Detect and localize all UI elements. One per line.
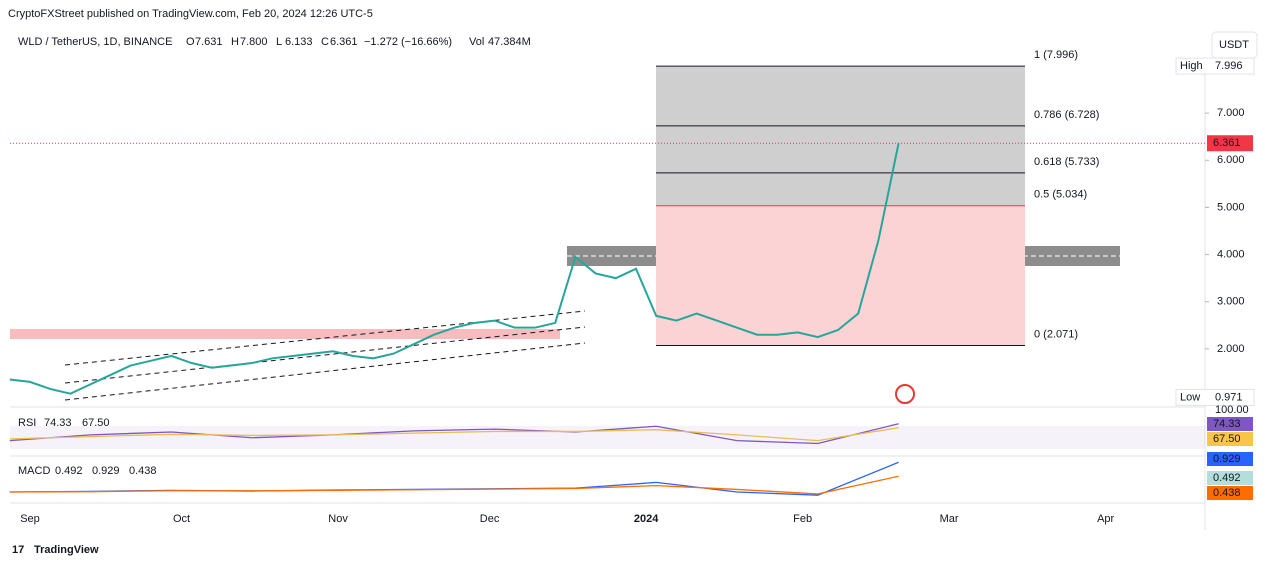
macd-label: 0.438 bbox=[1213, 487, 1241, 499]
symbol: WLD / TetherUS, 1D, BINANCE bbox=[18, 36, 172, 48]
ohlc-value: 6.133 bbox=[285, 36, 313, 48]
ohlc-key: H bbox=[231, 36, 239, 48]
y-tick-label: 3.000 bbox=[1217, 296, 1245, 308]
volume: 47.384M bbox=[488, 36, 531, 48]
x-tick-label: Mar bbox=[940, 513, 959, 525]
rsi-badge bbox=[1207, 417, 1253, 431]
rsi-legend: 74.33 bbox=[44, 417, 72, 429]
high-badge bbox=[1175, 57, 1255, 75]
rsi-line bbox=[9, 423, 899, 445]
ohlc-value: 6.361 bbox=[330, 36, 358, 48]
fib-zone-lower bbox=[656, 205, 1025, 346]
change: −1.272 (−16.66%) bbox=[364, 36, 452, 48]
support-zone bbox=[10, 329, 560, 339]
high-name: High bbox=[1180, 60, 1203, 72]
high-value: 7.996 bbox=[1215, 60, 1243, 72]
macd-legend: 0.929 bbox=[92, 465, 120, 477]
macd-badge bbox=[1207, 471, 1253, 485]
ohlc-key: C bbox=[321, 36, 329, 48]
y-tick-label: 2.000 bbox=[1217, 343, 1245, 355]
rsi-label: 74.33 bbox=[1213, 418, 1241, 430]
macd-legend: 0.492 bbox=[55, 465, 83, 477]
low-name: Low bbox=[1180, 391, 1200, 403]
volume-key: Vol bbox=[469, 36, 484, 48]
footer-logo: TradingView bbox=[34, 544, 99, 556]
x-tick-label: Feb bbox=[793, 513, 812, 525]
last-price-badge bbox=[1207, 135, 1253, 152]
macd-label: 0.492 bbox=[1213, 472, 1241, 484]
rsi-label: 67.50 bbox=[1213, 433, 1241, 445]
y-tick-label: 5.000 bbox=[1217, 201, 1245, 213]
macd-legend: 0.438 bbox=[129, 465, 157, 477]
channel-line bbox=[64, 342, 586, 401]
x-tick-label: 2024 bbox=[634, 513, 659, 525]
macd-label: 0.929 bbox=[1213, 453, 1241, 465]
rsi-line bbox=[9, 427, 899, 442]
price-line bbox=[9, 143, 900, 395]
publisher: CryptoFXStreet published on TradingView.… bbox=[8, 8, 373, 20]
rsi-badge bbox=[1207, 432, 1253, 446]
y-tick-label: 4.000 bbox=[1217, 248, 1245, 260]
macd-line bbox=[9, 475, 899, 495]
fib-label: 0.786 (6.728) bbox=[1034, 109, 1099, 121]
ohlc-key: L bbox=[276, 36, 282, 48]
rsi-title: RSI bbox=[18, 417, 36, 429]
fib-label: 0 (2.071) bbox=[1034, 328, 1078, 340]
macd-title: MACD bbox=[18, 465, 50, 477]
last-price-label: 6.361 bbox=[1213, 137, 1241, 149]
channel-line bbox=[64, 326, 586, 384]
macd-badge bbox=[1207, 486, 1253, 500]
low-value: 0.971 bbox=[1215, 391, 1243, 403]
channel bbox=[64, 310, 586, 401]
y-tick-label: 6.000 bbox=[1217, 154, 1245, 166]
fib-zone-upper bbox=[656, 66, 1025, 206]
rsi-legend: 67.50 bbox=[82, 417, 110, 429]
event-icon[interactable] bbox=[895, 384, 915, 404]
ohlc-value: 7.631 bbox=[195, 36, 223, 48]
low-badge bbox=[1175, 388, 1255, 406]
macd-badge bbox=[1207, 452, 1253, 466]
ohlc-key: O bbox=[186, 36, 195, 48]
x-tick-label: Dec bbox=[480, 513, 500, 525]
y-tick-label: 7.000 bbox=[1217, 107, 1245, 119]
rsi-top: 100.00 bbox=[1215, 404, 1249, 416]
currency[interactable]: USDT bbox=[1219, 39, 1249, 51]
x-tick-label: Apr bbox=[1097, 513, 1114, 525]
fib-label: 1 (7.996) bbox=[1034, 49, 1078, 61]
x-tick-label: Sep bbox=[20, 513, 40, 525]
x-tick-label: Oct bbox=[173, 513, 190, 525]
channel-line bbox=[64, 310, 586, 366]
fib-label: 0.618 (5.733) bbox=[1034, 156, 1099, 168]
fib-label: 0.5 (5.034) bbox=[1034, 189, 1087, 201]
ohlc-value: 7.800 bbox=[240, 36, 268, 48]
x-tick-label: Nov bbox=[328, 513, 348, 525]
logo-mark: 17 bbox=[12, 544, 24, 556]
rsi-band bbox=[10, 426, 1205, 449]
